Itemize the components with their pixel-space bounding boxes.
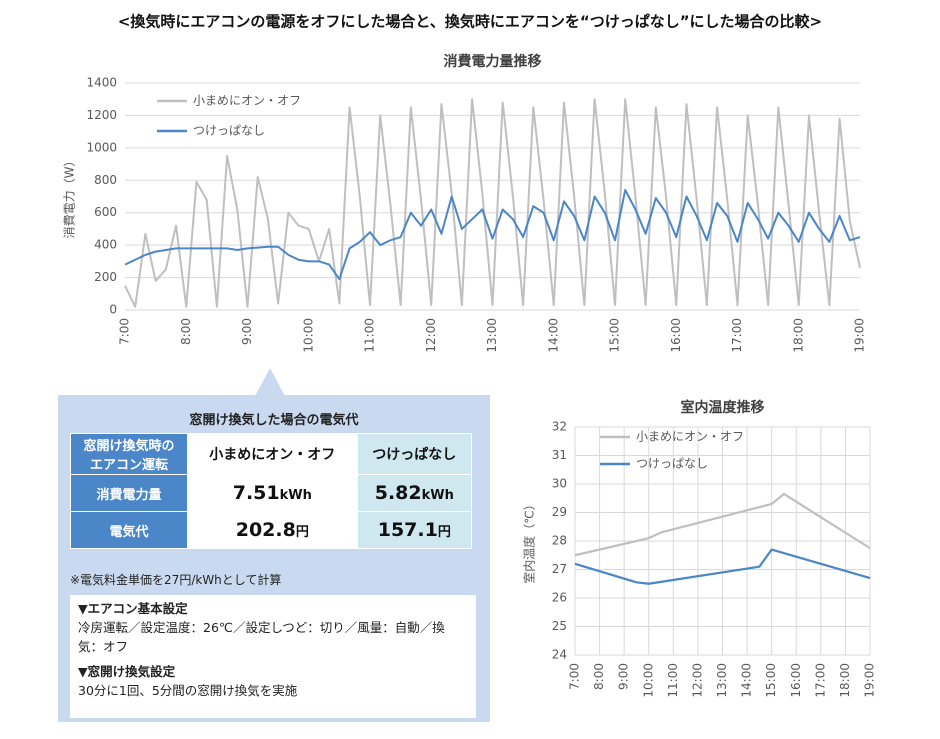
note: ※電気料金単価を27円/kWhとして計算 <box>70 573 282 587</box>
x-tick-label: 19:00 <box>853 318 867 353</box>
cell-unit: 円 <box>295 525 309 540</box>
x-tick-label: 9:00 <box>617 663 631 690</box>
settings-text: 冷房運転／設定温度：26℃／設定しつど：切り／風量：自動／換気：オフ <box>78 620 445 654</box>
legend-label: 小まめにオン・オフ <box>636 430 744 444</box>
x-tick-label: 13:00 <box>715 663 729 698</box>
cell-value: 5.82 <box>374 482 422 504</box>
cell-value: 157.1 <box>377 519 438 541</box>
y-tick-label: 30 <box>552 477 567 491</box>
panel-title: 窓開け換気した場合の電気代 <box>189 413 359 428</box>
x-tick-label: 12:00 <box>690 663 704 698</box>
y-tick-label: 25 <box>552 619 567 633</box>
row-label: 電気代 <box>70 511 188 549</box>
x-tick-label: 9:00 <box>240 318 254 345</box>
x-tick-label: 16:00 <box>669 318 683 353</box>
legend-label: 小まめにオン・オフ <box>193 94 301 108</box>
page-title: <換気時にエアコンの電源をオフにした場合と、換気時にエアコンを“つけっぱなし”に… <box>118 13 822 31</box>
legend-label: つけっぱなし <box>636 457 708 471</box>
y-axis-label: 消費電力（W） <box>62 155 77 239</box>
y-tick-label: 200 <box>94 270 117 284</box>
chart-title: 消費電力量推移 <box>444 53 542 70</box>
header-line: エアコン運転 <box>89 458 168 473</box>
y-tick-label: 28 <box>552 534 567 548</box>
cell: 7.51kWh <box>187 474 358 512</box>
row-label: 消費電力量 <box>70 474 188 512</box>
y-tick-label: 29 <box>552 505 567 519</box>
legend-label: つけっぱなし <box>193 124 265 138</box>
header-line: 窓開け換気時の <box>83 439 175 454</box>
x-tick-label: 10:00 <box>641 663 655 698</box>
chart-title: 室内温度推移 <box>681 399 765 416</box>
x-tick-label: 13:00 <box>485 318 499 353</box>
cell: 157.1円 <box>356 511 473 549</box>
panel-pointer <box>255 368 285 396</box>
x-tick-label: 8:00 <box>179 318 193 345</box>
x-tick-label: 11:00 <box>666 663 680 698</box>
x-tick-label: 7:00 <box>568 663 582 690</box>
y-tick-label: 1000 <box>86 140 117 154</box>
y-tick-label: 31 <box>552 448 567 462</box>
x-tick-label: 15:00 <box>608 318 622 353</box>
y-axis-label: 室内温度（℃） <box>522 498 537 583</box>
series-line <box>124 189 861 281</box>
x-tick-label: 19:00 <box>863 663 877 698</box>
settings-box: ▼エアコン基本設定 冷房運転／設定温度：26℃／設定しつど：切り／風量：自動／換… <box>70 595 476 718</box>
settings-heading: ▼窓開け換気設定 <box>78 664 176 679</box>
x-tick-label: 17:00 <box>730 318 744 353</box>
x-tick-label: 7:00 <box>118 318 132 345</box>
x-tick-label: 14:00 <box>740 663 754 698</box>
x-tick-label: 18:00 <box>838 663 852 698</box>
y-tick-label: 27 <box>552 562 567 576</box>
x-tick-label: 11:00 <box>363 318 377 353</box>
cell: 202.8円 <box>187 511 358 549</box>
cost-table: 窓開け換気時の エアコン運転 小まめにオン・オフ つけっぱなし 消費電力量 7.5… <box>70 433 473 549</box>
series-line <box>124 98 861 308</box>
cost-panel: 窓開け換気した場合の電気代 窓開け換気時の エアコン運転 小まめにオン・オフ つけ… <box>58 395 490 722</box>
y-tick-label: 32 <box>552 420 567 434</box>
x-tick-label: 12:00 <box>424 318 438 353</box>
y-tick-label: 600 <box>94 205 117 219</box>
y-tick-label: 26 <box>552 591 567 605</box>
x-tick-label: 17:00 <box>813 663 827 698</box>
header-cell: つけっぱなし <box>356 433 473 475</box>
cell-value: 7.51 <box>232 482 280 504</box>
cell-unit: kWh <box>421 488 454 503</box>
settings-heading: ▼エアコン基本設定 <box>78 601 188 616</box>
settings-text: 30分に1回、5分間の窓開け換気を実施 <box>78 683 298 698</box>
y-tick-label: 24 <box>552 648 567 662</box>
x-tick-label: 14:00 <box>546 318 560 353</box>
cell-unit: 円 <box>437 525 451 540</box>
x-tick-label: 16:00 <box>789 663 803 698</box>
x-tick-label: 18:00 <box>791 318 805 353</box>
header-cell: 小まめにオン・オフ <box>187 433 358 475</box>
y-tick-label: 400 <box>94 238 117 252</box>
cell-unit: kWh <box>279 488 312 503</box>
x-tick-label: 10:00 <box>301 318 315 353</box>
cell: 5.82kWh <box>356 474 473 512</box>
y-tick-label: 1200 <box>86 108 117 122</box>
cell-value: 202.8 <box>235 519 296 541</box>
series-line <box>574 548 871 585</box>
series-line <box>574 492 871 557</box>
y-tick-label: 1400 <box>86 76 117 90</box>
x-tick-label: 15:00 <box>764 663 778 698</box>
x-tick-label: 8:00 <box>592 663 606 690</box>
header-cell: 窓開け換気時の エアコン運転 <box>70 433 188 475</box>
y-tick-label: 0 <box>109 303 117 317</box>
y-tick-label: 800 <box>94 173 117 187</box>
